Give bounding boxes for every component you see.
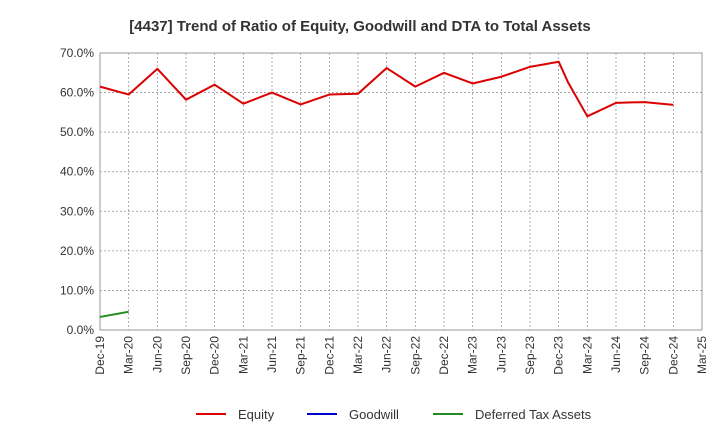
x-tick-label: Mar-25 (695, 336, 709, 374)
series-line-equity (99, 60, 674, 118)
y-axis: 0.0% 10.0% 20.0% 30.0% 40.0% 50.0% 60.0% 70.0% (60, 46, 94, 337)
x-tick-label: Dec-22 (437, 336, 451, 375)
x-tick-label: Mar-22 (351, 336, 365, 374)
x-tick-label: Sep-20 (179, 336, 193, 375)
x-tick-label: Jun-23 (494, 336, 508, 373)
series (99, 60, 674, 318)
chart-title: [4437] Trend of Ratio of Equity, Goodwil… (129, 18, 590, 35)
x-tick-label: Jun-22 (380, 336, 394, 373)
y-tick-label: 40.0% (60, 165, 94, 179)
x-tick-label: Jun-21 (265, 336, 279, 373)
legend-label-goodwill: Goodwill (349, 407, 399, 422)
x-tick-label: Jun-20 (150, 336, 164, 373)
y-tick-label: 30.0% (60, 204, 94, 218)
plot-frame (99, 52, 703, 331)
legend-label-deferred-tax-assets: Deferred Tax Assets (475, 407, 592, 422)
y-tick-label: 20.0% (60, 244, 94, 258)
x-tick-label: Dec-19 (93, 336, 107, 375)
series-line-deferred-tax-assets (99, 310, 129, 318)
y-tick-label: 50.0% (60, 125, 94, 139)
y-tick-label: 70.0% (60, 46, 94, 60)
y-tick-label: 0.0% (67, 323, 95, 337)
x-tick-label: Sep-21 (294, 336, 308, 375)
x-tick-label: Sep-24 (638, 336, 652, 375)
x-tick-label: Sep-23 (523, 336, 537, 375)
x-tick-label: Mar-20 (122, 336, 136, 374)
x-axis: Dec-19 Mar-20 Jun-20 Sep-20 Dec-20 Mar-21 Jun-… (93, 336, 709, 375)
legend: Equity Goodwill Deferred Tax Assets (196, 407, 592, 422)
x-tick-label: Mar-21 (236, 336, 250, 374)
x-tick-label: Mar-23 (466, 336, 480, 374)
x-tick-label: Jun-24 (609, 336, 623, 373)
x-tick-label: Mar-24 (580, 336, 594, 374)
legend-label-equity: Equity (238, 407, 275, 422)
y-tick-label: 10.0% (60, 283, 94, 297)
grid (99, 52, 703, 331)
x-tick-label: Dec-24 (666, 336, 680, 375)
y-tick-label: 60.0% (60, 86, 94, 100)
x-tick-label: Dec-23 (552, 336, 566, 375)
x-tick-label: Sep-22 (408, 336, 422, 375)
x-tick-label: Dec-20 (208, 336, 222, 375)
x-tick-label: Dec-21 (322, 336, 336, 375)
